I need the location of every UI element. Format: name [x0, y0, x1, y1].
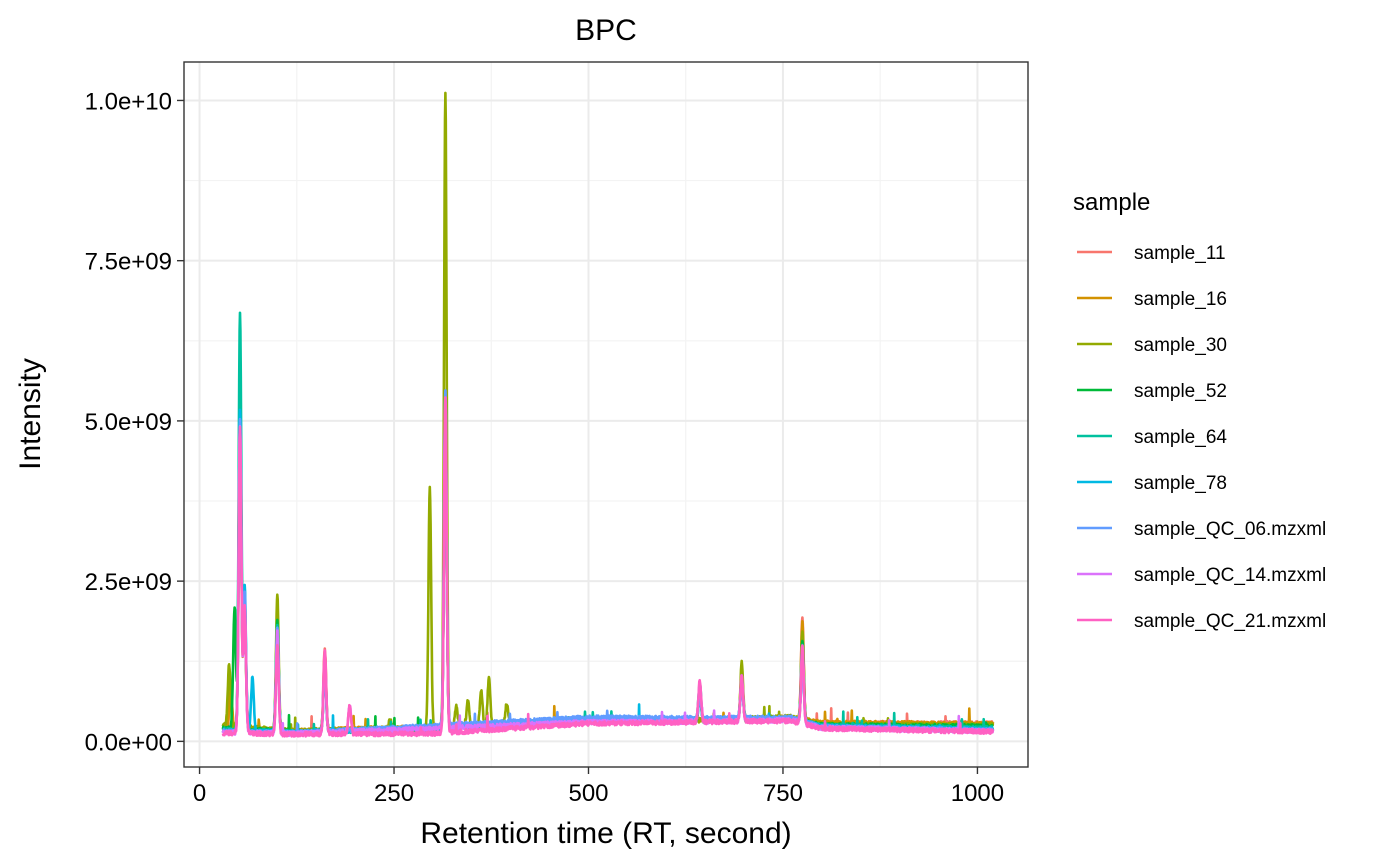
x-tick-label: 250 — [374, 780, 414, 807]
y-tick-label: 1.0e+10 — [85, 88, 172, 115]
legend-label: sample_QC_14.mzxml — [1134, 565, 1326, 586]
y-tick-label: 0.0e+00 — [85, 729, 172, 756]
legend-label: sample_52 — [1134, 381, 1227, 402]
legend-item: sample_16 — [1077, 289, 1227, 310]
legend: sample sample_11 sample_16 sample_30sample… — [1073, 189, 1326, 632]
legend-item: sample_30 — [1077, 335, 1227, 356]
series-line-sample_QC_21.mzxml — [221, 396, 995, 738]
series-lines — [221, 91, 995, 738]
x-tick-label: 1000 — [951, 780, 1004, 807]
chart-title: BPC — [575, 14, 637, 47]
legend-item: sample_11 — [1077, 243, 1226, 264]
x-tick-label: 500 — [568, 780, 608, 807]
x-tick-label: 750 — [763, 780, 803, 807]
y-tick-label: 5.0e+09 — [85, 409, 172, 436]
y-axis: 0.0e+00 2.5e+09 5.0e+09 7.5e+09 1.0e+10 — [85, 88, 184, 756]
legend-label: sample_30 — [1134, 335, 1227, 356]
legend-item: sample_78 — [1077, 473, 1227, 494]
legend-label: sample_78 — [1134, 473, 1227, 494]
minor-gridlines — [184, 62, 1028, 767]
legend-label: sample_16 — [1134, 289, 1227, 310]
panel-border — [183, 61, 1029, 768]
legend-item: sample_52 — [1077, 381, 1227, 402]
legend-item: sample_QC_21.mzxml — [1077, 611, 1326, 632]
legend-label: sample_QC_06.mzxml — [1134, 519, 1326, 540]
legend-title: sample — [1073, 189, 1150, 216]
x-axis-title: Retention time (RT, second) — [420, 817, 791, 850]
y-axis-title: Intensity — [14, 358, 47, 470]
y-tick-label: 2.5e+09 — [85, 569, 172, 596]
y-tick-label: 7.5e+09 — [85, 249, 172, 276]
legend-item: sample_QC_14.mzxml — [1077, 565, 1326, 586]
legend-label: sample_11 — [1134, 243, 1226, 264]
legend-item: sample_QC_06.mzxml — [1077, 519, 1326, 540]
major-gridlines — [184, 62, 1028, 767]
legend-label: sample_QC_21.mzxml — [1134, 611, 1326, 632]
x-axis: 0 250 500 750 1000 — [193, 767, 1004, 807]
legend-item: sample_64 — [1077, 427, 1227, 448]
legend-label: sample_64 — [1134, 427, 1227, 448]
x-tick-label: 0 — [193, 780, 206, 807]
